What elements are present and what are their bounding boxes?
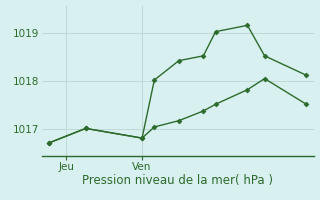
X-axis label: Pression niveau de la mer( hPa ): Pression niveau de la mer( hPa ) — [82, 174, 273, 187]
